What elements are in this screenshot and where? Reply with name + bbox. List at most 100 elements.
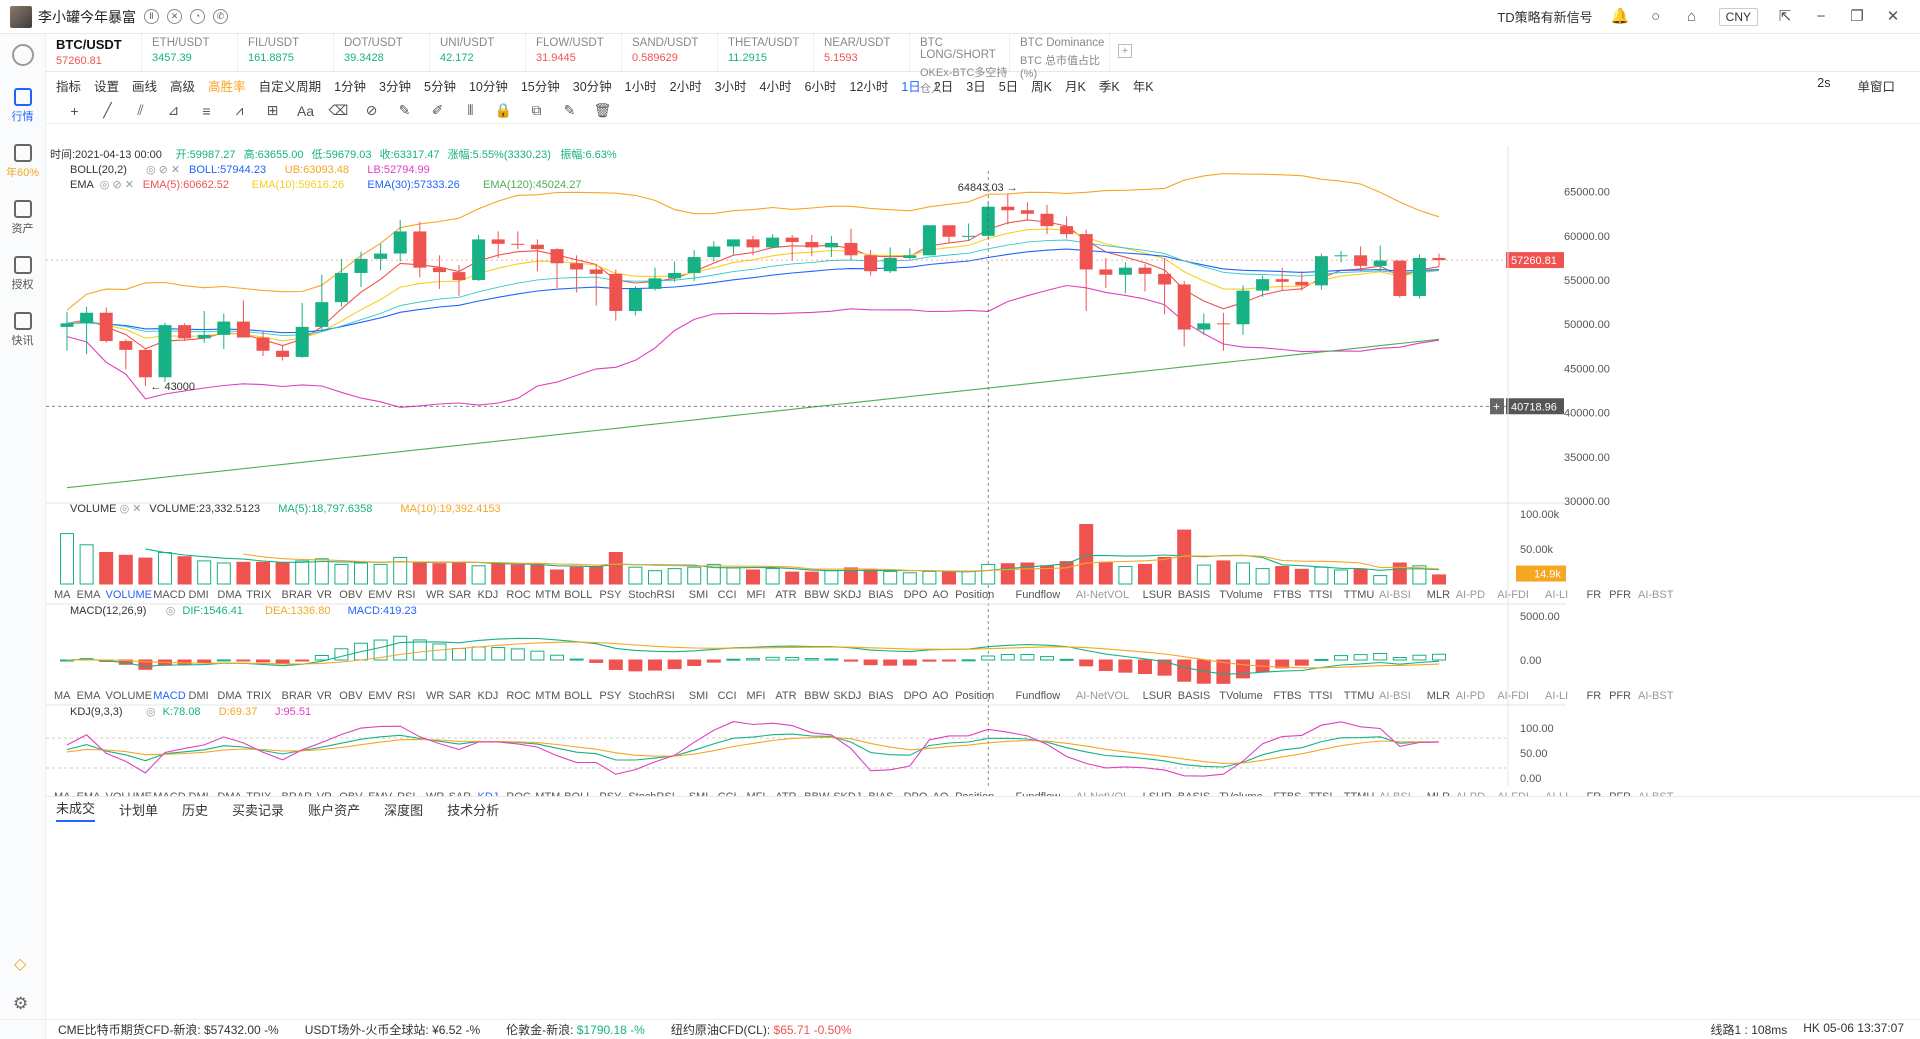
ticker-8[interactable]: NEAR/USDT 5.1593 (814, 34, 910, 71)
crosshair-add-icon[interactable] (1490, 398, 1504, 415)
indicator-tab[interactable]: VOLUME (106, 791, 152, 796)
indicator-tab[interactable]: DPO (904, 589, 928, 601)
indicator-tab[interactable]: StochRSI (628, 690, 674, 702)
parallel-icon[interactable]: ⫽ (137, 102, 144, 118)
settings-icon[interactable]: ⚙ (13, 994, 29, 1013)
copy-icon[interactable]: ⧉ (531, 102, 542, 118)
fib-icon[interactable]: ≡ (202, 102, 211, 119)
indicator-tab[interactable]: AI-NetVOL (1076, 589, 1129, 601)
toolbar-right-1[interactable]: 单窗口 (1857, 79, 1895, 94)
indicator-tab[interactable]: KDJ (478, 690, 499, 702)
indicator-tab[interactable]: MFI (747, 791, 766, 796)
indicator-tab[interactable]: VR (317, 690, 332, 702)
toolbar-item-22[interactable]: 周K (1031, 79, 1052, 94)
status-quote-0[interactable]: CME比特币期货CFD-新浪: $57432.00 -% (58, 1021, 279, 1038)
ticker-6[interactable]: SAND/USDT 0.589629 (622, 34, 718, 71)
indicator-tab[interactable]: EMV (368, 690, 393, 702)
indicator-tab[interactable]: MTM (535, 690, 560, 702)
indicator-tab[interactable]: Fundflow (1016, 589, 1061, 601)
ticker-10[interactable]: BTC Dominance BTC 总市值占比 (%) (1010, 34, 1110, 80)
indicator-tab[interactable]: MA (54, 690, 71, 702)
currency-select[interactable]: CNY (1718, 7, 1758, 26)
indicator-tab[interactable]: LSUR (1143, 690, 1172, 702)
indicator-tab[interactable]: OBV (339, 690, 363, 702)
indicator-tab[interactable]: AI-BST (1638, 589, 1674, 601)
measure-icon[interactable]: ⊞ (266, 102, 279, 118)
indicator-tab[interactable]: BBW (804, 589, 830, 601)
indicator-tab[interactable]: MA (54, 589, 71, 601)
indicator-tab[interactable]: BOLL (564, 791, 592, 796)
indicator-tab[interactable]: SAR (449, 791, 472, 796)
indicator-tab[interactable]: PFR (1609, 589, 1631, 601)
indicator-tab[interactable]: AI-FDI (1497, 589, 1529, 601)
indicator-tab[interactable]: AI-PD (1456, 791, 1485, 796)
indicator-tab[interactable]: FR (1587, 589, 1602, 601)
indicator-tab[interactable]: PSY (599, 690, 622, 702)
indicator-tab[interactable]: SMI (689, 791, 709, 796)
bell-icon[interactable]: 🔔 (1610, 7, 1630, 25)
toolbar-item-6[interactable]: 1分钟 (334, 79, 367, 94)
indicator-tab[interactable]: DMI (189, 690, 209, 702)
indicator-tab[interactable]: PFR (1609, 791, 1631, 796)
minimize-icon[interactable]: − (1816, 7, 1826, 25)
indicator-tab[interactable]: Position (955, 791, 994, 796)
indicator-tab[interactable]: ROC (506, 791, 531, 796)
indicator-tab[interactable]: FTBS (1273, 791, 1301, 796)
indicator-tab[interactable]: AI-PD (1456, 690, 1485, 702)
indicator-tab[interactable]: SAR (449, 690, 472, 702)
indicator-tab[interactable]: AI-BSI (1379, 589, 1411, 601)
indicator-tab[interactable]: SMI (689, 589, 709, 601)
eraser-icon[interactable]: ⌫ (328, 102, 349, 118)
indicator-tab[interactable]: RSI (397, 791, 415, 796)
note-icon[interactable]: ✎ (563, 102, 576, 118)
rail-assets[interactable]: 资产 (0, 200, 45, 236)
indicator-tab[interactable]: FTBS (1273, 690, 1301, 702)
toolbar-item-11[interactable]: 30分钟 (572, 79, 612, 94)
phone-icon[interactable]: ✆ (213, 9, 228, 24)
indicator-tab[interactable]: PFR (1609, 690, 1631, 702)
bottom-tab-5[interactable]: 深度图 (384, 803, 424, 818)
indicator-tab[interactable]: SKDJ (833, 589, 861, 601)
indicator-tab[interactable]: PSY (599, 791, 622, 796)
indicator-tab[interactable]: EMV (368, 589, 393, 601)
toolbar-item-21[interactable]: 5日 (998, 79, 1019, 94)
toolbar-item-0[interactable]: 指标 (56, 79, 82, 94)
indicator-tab[interactable]: VOLUME (106, 589, 152, 601)
indicator-tab[interactable]: MFI (747, 589, 766, 601)
magnet-icon[interactable]: ⊘ (365, 102, 378, 118)
toolbar-item-17[interactable]: 12小时 (849, 79, 889, 94)
indicator-tab[interactable]: FTBS (1273, 589, 1301, 601)
indicator-tab[interactable]: WR (426, 690, 444, 702)
toolbar-item-19[interactable]: 2日 (933, 79, 954, 94)
indicator-tab[interactable]: WR (426, 791, 444, 796)
indicator-tab[interactable]: KDJ (478, 791, 499, 796)
indicator-tab[interactable]: DMI (189, 589, 209, 601)
indicator-tab[interactable]: MFI (747, 690, 766, 702)
status-quote-1[interactable]: USDT场外-火币全球站: ¥6.52 -% (305, 1021, 480, 1038)
ticker-1[interactable]: ETH/USDT 3457.39 (142, 34, 238, 71)
indicator-tab[interactable]: AI-BSI (1379, 791, 1411, 796)
toolbar-item-15[interactable]: 4小时 (759, 79, 792, 94)
indicator-tab[interactable]: AO (933, 690, 949, 702)
indicator-tab[interactable]: AI-BST (1638, 791, 1674, 796)
indicator-tab[interactable]: MACD (153, 690, 185, 702)
indicator-tab[interactable]: Position (955, 589, 994, 601)
indicator-tab[interactable]: DMI (189, 791, 209, 796)
indicator-tab[interactable]: BOLL (564, 589, 592, 601)
ticker-9[interactable]: BTC LONG/SHORT OKEx-BTC多空持仓人 (910, 34, 1010, 95)
ticker-4[interactable]: UNI/USDT 42.172 (430, 34, 526, 71)
close-icon[interactable]: ✕ (1886, 7, 1900, 25)
indicator-tab[interactable]: MTM (535, 589, 560, 601)
indicator-tab[interactable]: CCI (718, 589, 737, 601)
indicator-tab[interactable]: CCI (718, 791, 737, 796)
indicator-tab[interactable]: BASIS (1178, 791, 1210, 796)
toolbar-item-13[interactable]: 2小时 (669, 79, 702, 94)
indicator-tab[interactable]: BIAS (868, 791, 893, 796)
indicator-tab[interactable]: BBW (804, 690, 830, 702)
indicator-tab[interactable]: AI-PD (1456, 589, 1485, 601)
ticker-3[interactable]: DOT/USDT 39.3428 (334, 34, 430, 71)
bottom-tab-2[interactable]: 历史 (182, 803, 209, 818)
indicator-tab[interactable]: DPO (904, 791, 928, 796)
indicator-tab[interactable]: ATR (775, 589, 796, 601)
kline-chart[interactable]: 时间:2021-04-13 00:00 开:59987.27 高:63655.00 低… (46, 146, 1920, 796)
